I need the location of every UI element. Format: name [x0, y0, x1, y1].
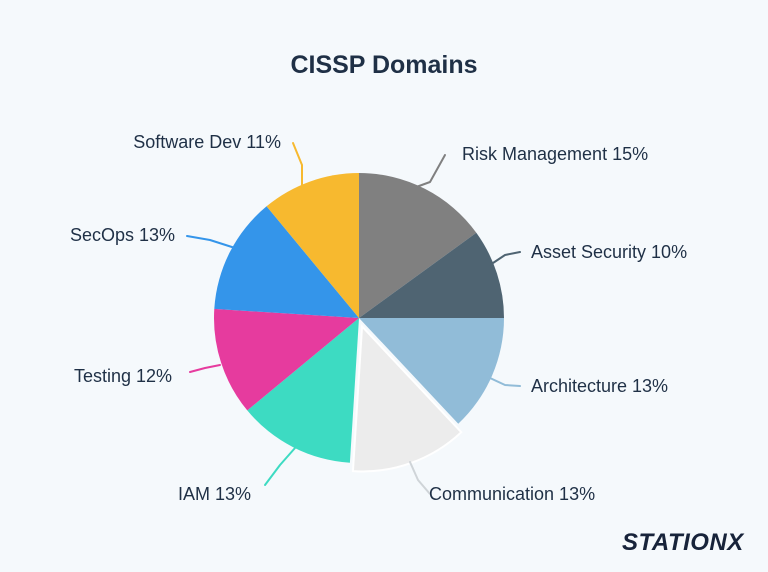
label-architecture: Architecture 13%	[531, 376, 668, 396]
label-secops: SecOps 13%	[70, 225, 175, 245]
leader-line-secops	[186, 235, 236, 249]
leader-line-architecture	[489, 377, 521, 387]
slice-architecture	[359, 318, 504, 424]
slice-secops	[214, 206, 359, 318]
label-communication: Communication 13%	[429, 484, 595, 504]
leader-line-asset-security	[489, 251, 521, 266]
leader-line-communication	[409, 461, 431, 495]
leader-line-risk-management	[407, 154, 446, 191]
slice-software-dev	[266, 173, 359, 318]
label-testing: Testing 12%	[74, 366, 172, 386]
chart-title: CISSP Domains	[290, 51, 477, 79]
leader-line-testing	[189, 364, 221, 373]
pie-slices	[214, 173, 504, 473]
stationx-logo: STATIONX	[622, 529, 745, 556]
label-asset-security: Asset Security 10%	[531, 242, 687, 262]
label-risk-management: Risk Management 15%	[462, 144, 648, 164]
label-iam: IAM 13%	[178, 484, 251, 504]
slice-labels: Risk Management 15% Asset Security 10% Arc…	[70, 132, 687, 504]
slice-asset-security	[359, 232, 504, 318]
leader-line-software-dev	[292, 142, 303, 186]
leader-line-iam	[264, 447, 296, 486]
leader-lines	[186, 142, 521, 495]
slice-risk-management	[359, 173, 477, 318]
slice-testing	[214, 308, 359, 411]
svg-text:STATIONX: STATIONX	[622, 529, 745, 556]
slice-iam	[247, 318, 359, 463]
label-software-dev: Software Dev 11%	[133, 132, 281, 152]
